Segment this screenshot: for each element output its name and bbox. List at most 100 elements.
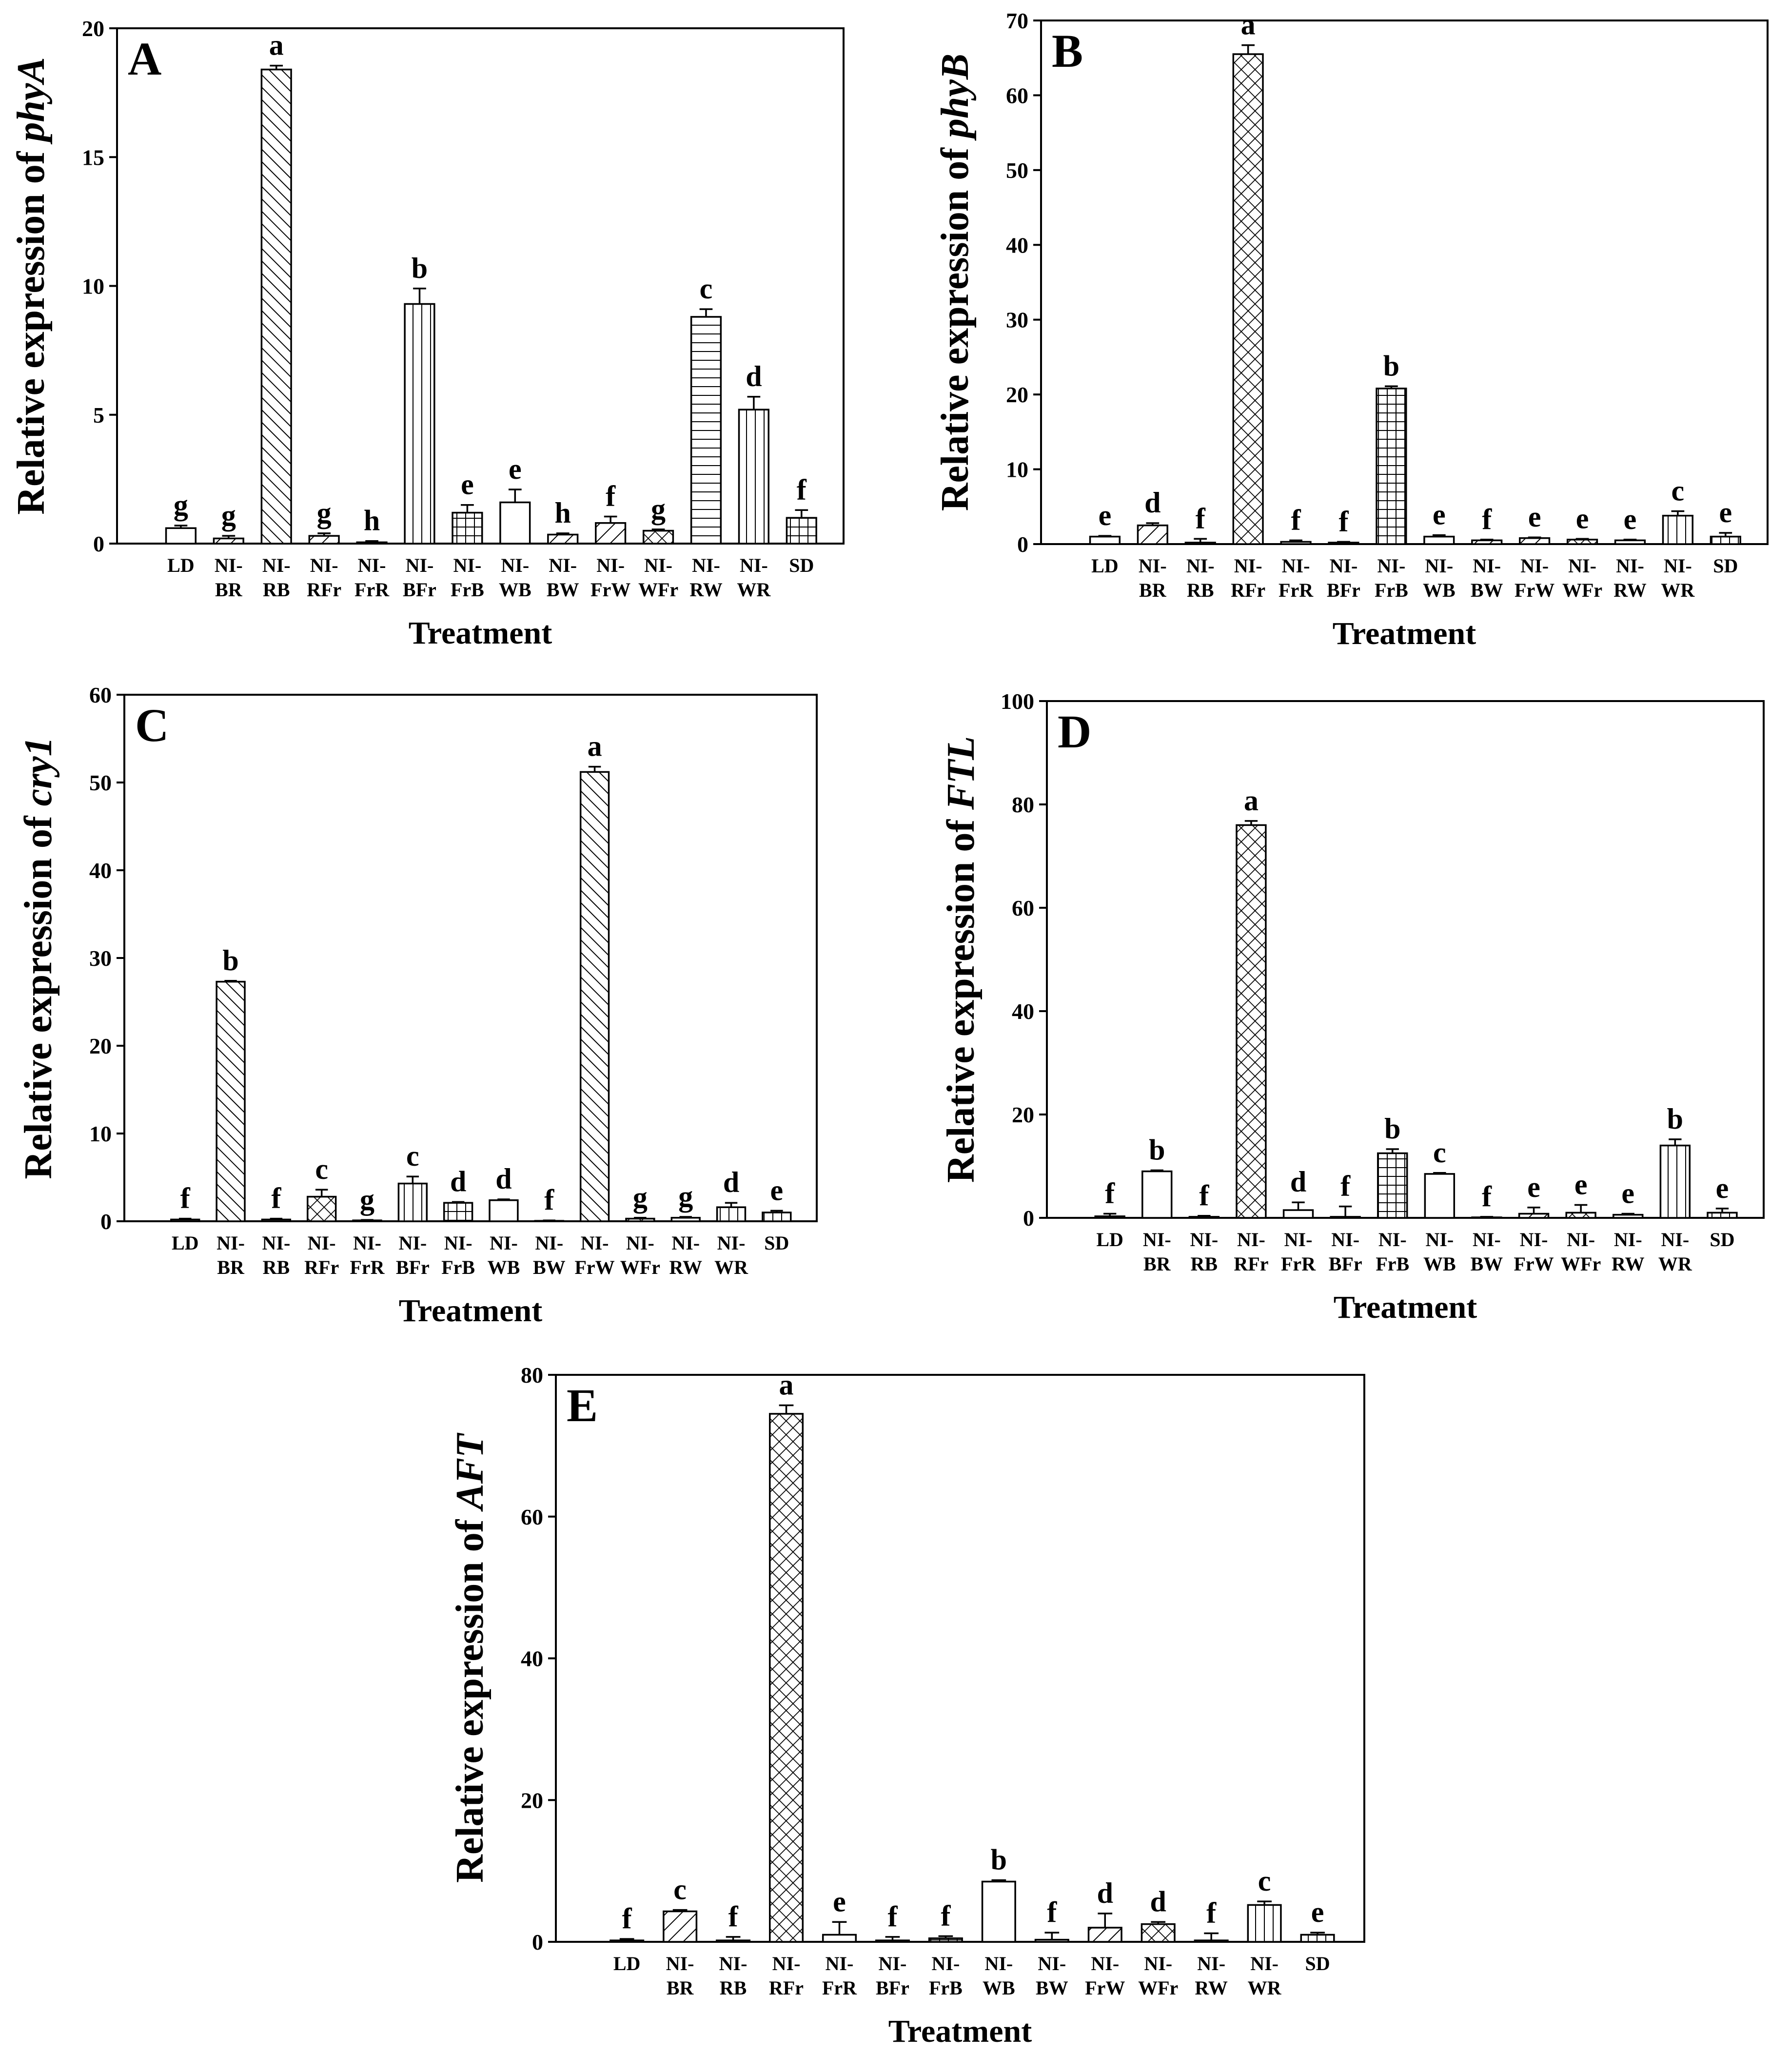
- bar: [1282, 1209, 1314, 1219]
- category-label: NI-: [1568, 555, 1596, 577]
- y-tick-label: 20: [521, 1788, 543, 1813]
- significance-letter: e: [461, 469, 474, 501]
- significance-letter: e: [833, 1885, 846, 1917]
- significance-letter: d: [1150, 1885, 1166, 1917]
- category-label: RFr: [307, 579, 341, 601]
- bar: [1236, 824, 1267, 1219]
- category-label: RW: [1613, 579, 1646, 601]
- significance-letter: e: [1528, 501, 1541, 533]
- bar: [170, 1218, 200, 1222]
- significance-letter: f: [887, 1900, 898, 1933]
- category-label: NI-: [1144, 1953, 1172, 1974]
- y-tick-label: 0: [532, 1930, 543, 1955]
- significance-letter: g: [317, 497, 332, 529]
- category-label: WR: [1658, 1253, 1692, 1275]
- x-axis-label: Treatment: [399, 1293, 542, 1329]
- category-label: WB: [1423, 579, 1456, 601]
- category-label: NI-: [626, 1232, 654, 1254]
- y-tick-label: 20: [89, 1034, 112, 1058]
- significance-letter: a: [1241, 9, 1256, 41]
- y-tick-label: 60: [1006, 83, 1028, 108]
- significance-letter: f: [941, 1899, 951, 1932]
- category-label: BW: [547, 579, 579, 601]
- category-label: RFr: [304, 1256, 339, 1278]
- category-label: NI-: [453, 554, 482, 576]
- significance-letter: d: [1144, 487, 1161, 519]
- category-label: NI-: [1330, 555, 1358, 577]
- category-label: FrW: [1515, 579, 1554, 601]
- panel-letter: A: [128, 33, 161, 85]
- category-label: LD: [1091, 555, 1119, 577]
- category-label: NI-: [826, 1953, 854, 1974]
- category-label: NI-: [719, 1953, 747, 1974]
- category-label: RFr: [1234, 1253, 1268, 1275]
- bar: [663, 1910, 698, 1943]
- y-tick-label: 40: [1006, 233, 1028, 257]
- bar: [404, 303, 435, 545]
- bar: [307, 1195, 337, 1222]
- y-tick-label: 15: [82, 145, 104, 170]
- y-tick-label: 80: [1012, 792, 1034, 817]
- significance-letter: f: [1047, 1896, 1057, 1928]
- y-tick-label: 50: [1006, 158, 1028, 183]
- category-label: RB: [263, 1256, 290, 1278]
- category-label: NI-: [535, 1232, 563, 1254]
- category-label: LD: [613, 1953, 641, 1974]
- y-tick-label: 0: [100, 1209, 112, 1234]
- significance-letter: f: [180, 1182, 191, 1214]
- significance-letter: c: [315, 1153, 328, 1185]
- category-label: NI-: [1250, 1953, 1279, 1974]
- y-axis-label: Relative expression of AFT: [449, 1432, 492, 1883]
- significance-letter: f: [1105, 1177, 1115, 1210]
- category-label: NI-: [490, 1232, 518, 1254]
- category-label: SD: [1713, 555, 1738, 577]
- bar: [625, 1217, 655, 1222]
- category-label: WFr: [620, 1256, 660, 1278]
- y-tick-label: 20: [82, 16, 104, 41]
- significance-letter: g: [360, 1183, 374, 1215]
- y-axis-label-prefix: Relative expression of: [449, 1510, 492, 1883]
- panel-letter: C: [135, 699, 169, 751]
- panel-a: 0 5 10 15 20 Relative expression of phyA Ag LD g…: [10, 16, 845, 651]
- significance-letter: b: [1667, 1103, 1683, 1135]
- category-label: NI-: [879, 1953, 907, 1974]
- bar: [260, 68, 292, 545]
- category-label: LD: [1096, 1229, 1123, 1251]
- category-label: BR: [1139, 579, 1167, 601]
- significance-letter: e: [1311, 1896, 1324, 1928]
- category-label: NI-: [444, 1232, 472, 1254]
- y-axis-label-gene: AFT: [449, 1432, 492, 1512]
- x-axis-label: Treatment: [888, 2013, 1032, 2049]
- bar: [1519, 537, 1551, 545]
- bar: [769, 1413, 804, 1943]
- significance-letter: d: [723, 1166, 739, 1198]
- significance-letter: h: [364, 505, 380, 537]
- category-label: NI-: [1614, 1229, 1642, 1251]
- bar: [1194, 1939, 1229, 1943]
- bar: [165, 527, 197, 545]
- significance-letter: f: [544, 1184, 554, 1216]
- category-label: NI-: [262, 1232, 290, 1254]
- significance-letter: c: [673, 1874, 687, 1906]
- bar: [1614, 539, 1646, 545]
- panel-d: 0 20 40 60 80 100 Relative expression of FTL Df…: [940, 689, 1765, 1325]
- category-label: SD: [764, 1232, 789, 1254]
- y-tick-label: 10: [1006, 457, 1028, 482]
- y-tick-label: 80: [521, 1363, 543, 1388]
- category-label: NI-: [1425, 1229, 1454, 1251]
- significance-letter: d: [746, 360, 762, 392]
- bar: [1247, 1904, 1282, 1943]
- category-label: SD: [1305, 1953, 1330, 1974]
- category-label: WR: [714, 1256, 748, 1278]
- significance-letter: e: [1527, 1171, 1540, 1203]
- category-label: WB: [499, 579, 531, 601]
- category-label: NI-: [1520, 1229, 1548, 1251]
- y-tick-label: 5: [93, 403, 104, 428]
- category-label: BFr: [1327, 579, 1360, 601]
- category-label: NI-: [1378, 1229, 1407, 1251]
- bar: [443, 1202, 473, 1222]
- bar: [1141, 1923, 1176, 1943]
- bar: [1330, 1216, 1361, 1219]
- y-tick-label: 60: [89, 683, 112, 707]
- bar: [1565, 1212, 1596, 1219]
